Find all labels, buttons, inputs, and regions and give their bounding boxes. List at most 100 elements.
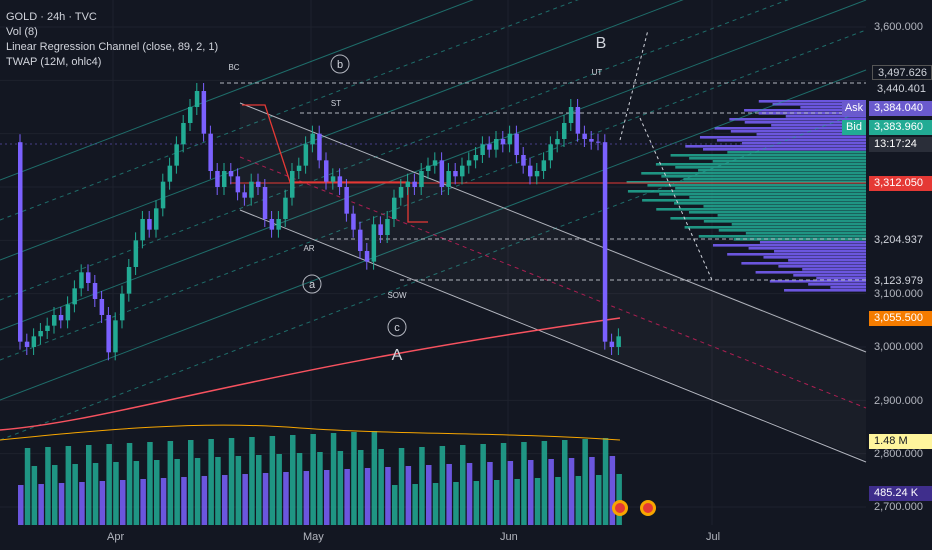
candle-body (460, 165, 465, 177)
volume-bar (133, 461, 140, 525)
candle-body (507, 133, 513, 145)
candle-body (528, 165, 533, 177)
candle-body (92, 283, 98, 299)
volume-profile-bar (661, 175, 866, 178)
regression-line (0, 0, 684, 261)
candle-body (72, 288, 77, 305)
price-tick: 2,700.000 (874, 501, 923, 513)
volume-bar (514, 479, 520, 525)
candle-body (317, 133, 322, 161)
volume-profile-bar (769, 280, 866, 283)
volume-bar (494, 480, 500, 525)
wave-circle (387, 317, 407, 337)
twap-indicator-label[interactable]: TWAP (12M, ohlc4) (6, 56, 102, 68)
volume-profile-bar (793, 274, 866, 277)
volume-bar (562, 440, 568, 525)
level-tag: 3,497.626 (872, 65, 932, 80)
volume-bar (242, 474, 248, 525)
candle-body (65, 304, 71, 321)
candle-body (160, 181, 166, 209)
time-tick-jun: Jun (500, 531, 518, 543)
volume-profile-bar (675, 166, 866, 169)
chart-labels: BC ST AR SOW UT B Ab a c (228, 35, 656, 516)
volume-profile-bar (771, 124, 866, 127)
wave-circle (330, 54, 350, 74)
volume-bar (167, 441, 174, 525)
volume-bar (385, 467, 391, 525)
volume-profile-bar (626, 181, 866, 184)
indicator-legend: GOLD · 24h · TVC Vol (8) Linear Regressi… (6, 10, 218, 70)
wyckoff-label-sow: SOW (387, 291, 407, 300)
volume-bar (188, 440, 194, 525)
candle-body (235, 176, 241, 193)
candle-body (575, 107, 581, 134)
candle-body (582, 133, 587, 139)
wave-label-b_small: b (337, 59, 343, 71)
bid-label: Bid (842, 120, 866, 135)
candle-body (534, 171, 540, 177)
candle-body (568, 107, 574, 123)
volume-bar (330, 433, 337, 525)
volume-profile-bar (730, 130, 866, 133)
volume-bar (52, 465, 58, 525)
channel-mid (239, 156, 867, 409)
volume-bar (194, 458, 201, 525)
regression-indicator-label[interactable]: Linear Regression Channel (close, 89, 2,… (6, 41, 219, 53)
candles (18, 83, 621, 361)
candle-body (439, 160, 445, 187)
volume-bar (466, 463, 473, 525)
volume-bar (337, 451, 344, 525)
volume-profile-bar (741, 142, 866, 145)
candle-body (453, 171, 458, 177)
volume-tag: 1.48 M (869, 434, 932, 449)
volume-profile-bar (703, 220, 866, 223)
volume-profile-bar (744, 109, 866, 112)
volume-bar (358, 450, 364, 525)
candle-body (38, 331, 43, 337)
volume-profile-bar (698, 169, 866, 172)
candle-body (303, 144, 309, 166)
volume-bar (154, 460, 160, 525)
volume-indicator-label[interactable]: Vol (8) (6, 26, 38, 38)
volume-bar (473, 481, 480, 525)
volume-bar (555, 477, 561, 525)
volume-bar (99, 481, 106, 525)
regression-line (0, 69, 867, 401)
regression-line (0, 0, 474, 181)
volume-bar (79, 482, 85, 525)
volume-profile-bar (647, 184, 866, 187)
volume-profile-bar (808, 283, 866, 286)
volume-bar (86, 445, 92, 525)
candle-body (99, 299, 105, 315)
candle-body (371, 224, 377, 262)
candle-body (133, 240, 139, 267)
symbol-title[interactable]: GOLD · 24h · TVC (6, 11, 97, 23)
volume-profile-bar (716, 139, 866, 142)
candle-body (616, 336, 621, 347)
twap-line (0, 317, 621, 431)
twap-tag: 3,055.500 (869, 311, 932, 326)
volume-ma-tag: 485.24 K (869, 486, 932, 501)
wyckoff-label-bc: BC (228, 63, 239, 72)
volume-profile-bar (778, 265, 866, 268)
volume-profile-bar (627, 190, 866, 193)
candle-body (194, 91, 200, 107)
volume-bar (140, 479, 146, 525)
volume-profile-bar (659, 193, 866, 196)
candle-body (426, 165, 431, 171)
volume-bar (45, 447, 51, 525)
candle-body (351, 213, 356, 230)
candle-body (58, 315, 64, 321)
candle-body (140, 219, 145, 241)
time-tick-jul: Jul (706, 531, 721, 543)
volume-profile-bar (788, 259, 866, 262)
volume-bar (249, 437, 255, 525)
volume-profile-bar (756, 133, 866, 136)
volume-ma-line (0, 424, 621, 441)
volume-bar (201, 476, 208, 525)
volume-profile-bar (785, 115, 866, 118)
candle-body (602, 142, 608, 342)
candle-body (548, 144, 553, 161)
volume-bar (147, 442, 153, 525)
